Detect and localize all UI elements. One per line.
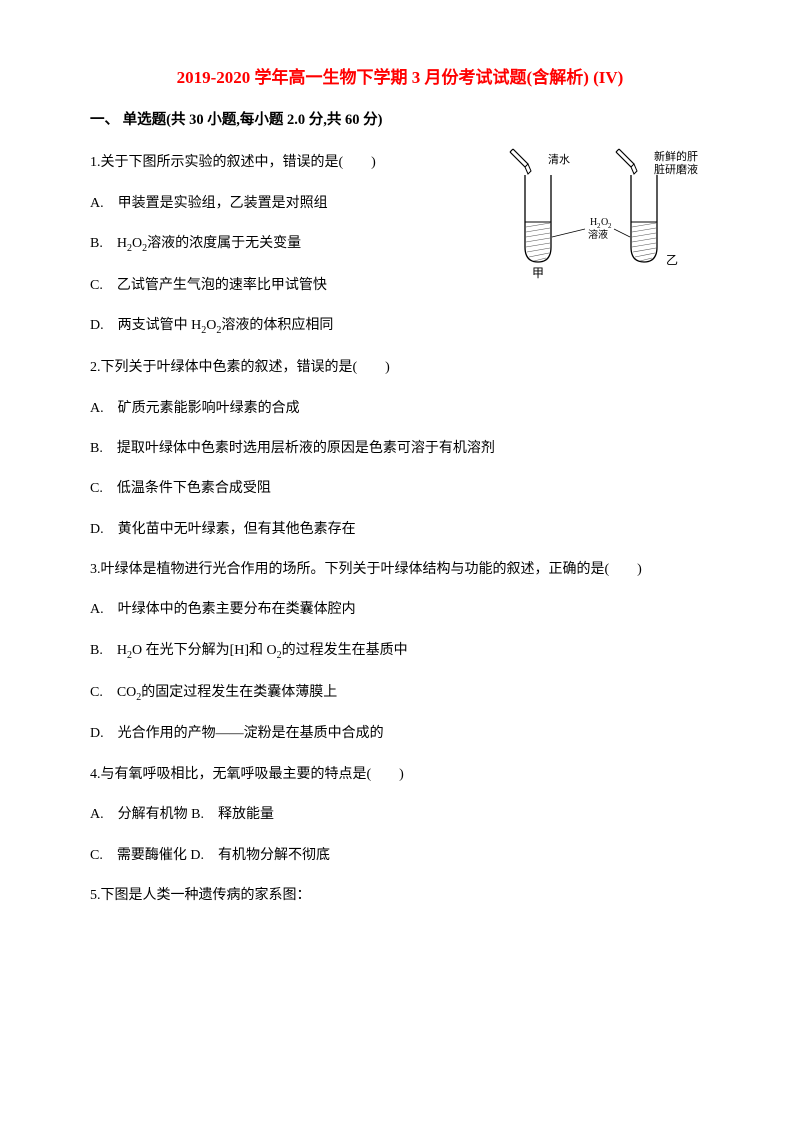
q4-option-ab: A. 分解有机物 B. 释放能量 bbox=[90, 804, 710, 826]
question-2: 2.下列关于叶绿体中色素的叙述，错误的是( ) A. 矿质元素能影响叶绿素的合成… bbox=[90, 357, 710, 541]
q3-text: 3.叶绿体是植物进行光合作用的场所。下列关于叶绿体结构与功能的叙述，正确的是( … bbox=[90, 559, 710, 581]
section-header: 一、 单选题(共 30 小题,每小题 2.0 分,共 60 分) bbox=[90, 109, 710, 132]
experiment-diagram: 清水 甲 bbox=[490, 147, 720, 282]
svg-text:甲: 甲 bbox=[532, 266, 544, 280]
exam-title: 2019-2020 学年高一生物下学期 3 月份考试试题(含解析) (IV) bbox=[90, 64, 710, 91]
q1-option-d: D. 两支试管中 H2O2溶液的体积应相同 bbox=[90, 315, 710, 339]
svg-text:新鲜的肝: 新鲜的肝 bbox=[654, 149, 698, 163]
q2-option-c: C. 低温条件下色素合成受阻 bbox=[90, 478, 710, 500]
question-4: 4.与有氧呼吸相比，无氧呼吸最主要的特点是( ) A. 分解有机物 B. 释放能… bbox=[90, 764, 710, 867]
q4-option-cd: C. 需要酶催化 D. 有机物分解不彻底 bbox=[90, 845, 710, 867]
q2-text: 2.下列关于叶绿体中色素的叙述，错误的是( ) bbox=[90, 357, 710, 379]
q3-option-c: C. CO2的固定过程发生在类囊体薄膜上 bbox=[90, 682, 710, 706]
svg-text:脏研磨液: 脏研磨液 bbox=[654, 162, 698, 176]
q2-option-d: D. 黄化苗中无叶绿素，但有其他色素存在 bbox=[90, 519, 710, 541]
svg-text:乙: 乙 bbox=[666, 253, 678, 267]
svg-text:清水: 清水 bbox=[548, 153, 570, 166]
question-3: 3.叶绿体是植物进行光合作用的场所。下列关于叶绿体结构与功能的叙述，正确的是( … bbox=[90, 559, 710, 746]
question-5: 5.下图是人类一种遗传病的家系图： bbox=[90, 885, 710, 907]
q3-option-a: A. 叶绿体中的色素主要分布在类囊体腔内 bbox=[90, 599, 710, 621]
q5-text: 5.下图是人类一种遗传病的家系图： bbox=[90, 885, 710, 907]
q3-option-b: B. H2O 在光下分解为[H]和 O2的过程发生在基质中 bbox=[90, 640, 710, 664]
q3-option-d: D. 光合作用的产物——淀粉是在基质中合成的 bbox=[90, 723, 710, 745]
svg-text:2: 2 bbox=[608, 222, 612, 230]
q2-option-a: A. 矿质元素能影响叶绿素的合成 bbox=[90, 398, 710, 420]
svg-text:溶液: 溶液 bbox=[588, 228, 608, 241]
question-1: 清水 甲 bbox=[90, 152, 710, 339]
q4-text: 4.与有氧呼吸相比，无氧呼吸最主要的特点是( ) bbox=[90, 764, 710, 786]
q2-option-b: B. 提取叶绿体中色素时选用层析液的原因是色素可溶于有机溶剂 bbox=[90, 438, 710, 460]
